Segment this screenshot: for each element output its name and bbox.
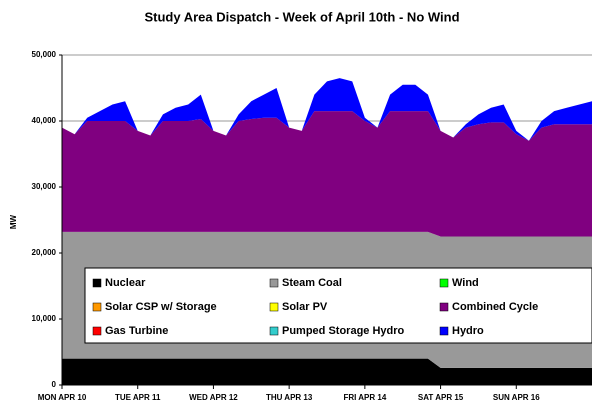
legend-swatch (269, 302, 279, 312)
legend-label: Combined Cycle (452, 301, 538, 313)
legend-swatch (269, 278, 279, 288)
legend-swatch (92, 278, 102, 288)
legend-label: Gas Turbine (105, 325, 168, 337)
x-tick-label: SAT APR 15 (418, 393, 464, 402)
legend-swatch (92, 302, 102, 312)
y-axis-label: MW (9, 214, 18, 229)
legend-label: Wind (452, 277, 479, 289)
x-tick-label: THU APR 13 (266, 393, 313, 402)
y-tick-label: 20,000 (32, 248, 57, 257)
y-tick-label: 50,000 (32, 50, 57, 59)
legend-swatch (269, 326, 279, 336)
legend-swatch (439, 302, 449, 312)
legend-label: Pumped Storage Hydro (282, 325, 405, 337)
legend-swatch (439, 326, 449, 336)
x-tick-label: TUE APR 11 (115, 393, 161, 402)
legend-swatch (439, 278, 449, 288)
chart-title: Study Area Dispatch - Week of April 10th… (144, 9, 459, 24)
y-tick-label: 0 (52, 380, 57, 389)
legend-label: Nuclear (105, 277, 146, 289)
legend-label: Hydro (452, 325, 484, 337)
legend: Nuclear Steam Coal Wind Solar CSP w/ Storag… (84, 267, 592, 344)
y-tick-label: 10,000 (32, 314, 57, 323)
y-tick-label: 30,000 (32, 182, 57, 191)
legend-swatch (92, 326, 102, 336)
legend-box (84, 267, 592, 344)
x-tick-label: WED APR 12 (189, 393, 238, 402)
x-tick-label: MON APR 10 (38, 393, 87, 402)
area (62, 111, 592, 237)
legend-label: Steam Coal (282, 277, 342, 289)
legend-label: Solar PV (282, 301, 328, 313)
area (62, 78, 592, 141)
legend-label: Solar CSP w/ Storage (105, 301, 217, 313)
y-tick-label: 40,000 (32, 116, 57, 125)
x-tick-label: SUN APR 16 (493, 393, 540, 402)
x-tick-label: FRI APR 14 (343, 393, 386, 402)
area (62, 358, 592, 385)
